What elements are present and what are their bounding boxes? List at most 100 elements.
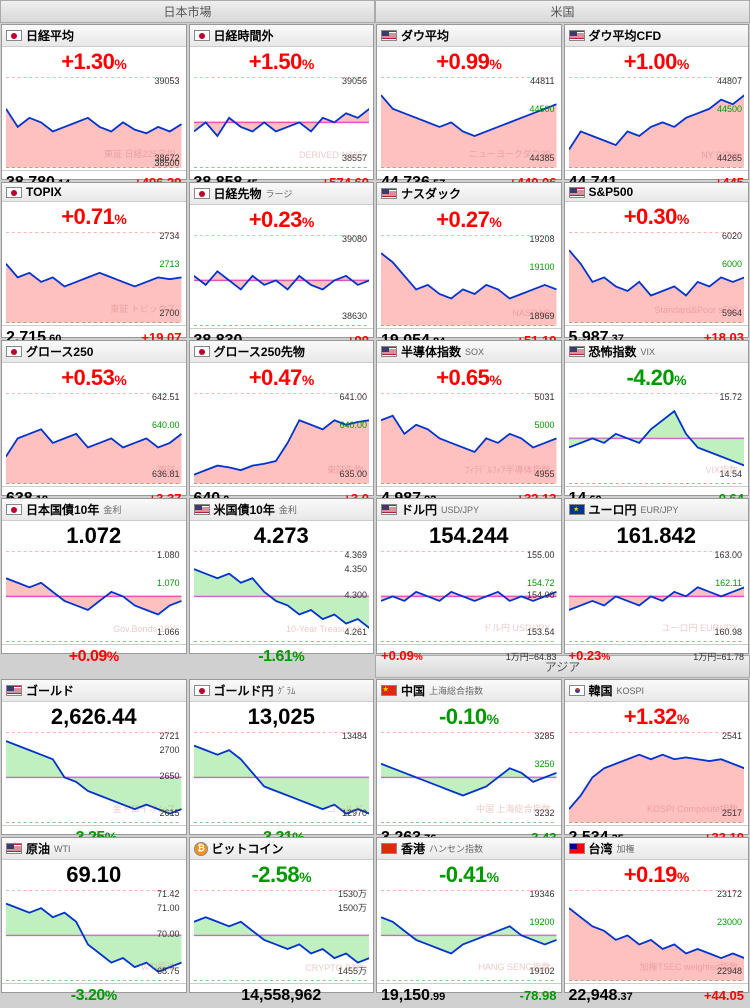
card-header: ビットコイン	[190, 838, 374, 860]
change-pct: +0.09%	[69, 648, 119, 666]
flag-us-icon	[381, 188, 397, 199]
sparkline-chart: 71.4271.0070.0068.75WTI原油	[6, 890, 182, 981]
sparkline-chart: 3905638557DERIVED N225	[194, 77, 370, 168]
sparkline-chart: 503150004955ﾌｨﾗﾃﾞﾙﾌｨｱ半導体指数	[381, 393, 557, 484]
market-card[interactable]: 台湾加権+0.19%231722300022948加権TSEC weighted…	[564, 837, 750, 993]
flag-cn-icon	[381, 685, 397, 696]
change-pct: +1.00%	[624, 49, 689, 74]
sparkline-chart: 192081910018969NASDAQ	[381, 235, 557, 326]
big-value: 13,025	[190, 702, 374, 730]
flag-jp-icon	[6, 30, 22, 41]
flag-us-icon	[381, 30, 397, 41]
card-subtitle: WTI	[54, 844, 71, 854]
market-card[interactable]: グロース250先物+0.47%641.00640.00635.00東証先物 64…	[189, 340, 375, 496]
sparkline-chart: 155.00154.72154.00153.54ドル円 USD/JPY	[381, 551, 557, 642]
price-row: -1.61%	[190, 644, 374, 669]
price-value: 19,150.99	[381, 987, 445, 1005]
sparkline-chart: 641.00640.00635.00東証先物	[194, 393, 370, 484]
fx-extra: 1万円=64.83	[506, 650, 557, 663]
card-subtitle: 上海総合指数	[429, 684, 483, 697]
market-card[interactable]: 半導体指数SOX+0.65%503150004955ﾌｨﾗﾃﾞﾙﾌｨｱ半導体指数…	[376, 340, 562, 496]
price-row: 22,948.37 +44.05	[565, 983, 749, 1008]
market-card[interactable]: 日経先物ラージ+0.23%3908038630 38,830 +90	[189, 182, 375, 338]
card-subtitle: ラージ	[266, 187, 293, 200]
change-pct: +0.23%	[249, 207, 314, 232]
change-pct: -0.10%	[439, 704, 499, 729]
card-header: ダウ平均	[377, 25, 561, 47]
market-card[interactable]: ダウ平均+0.99%448114450044385ニューヨークダウ30 44,7…	[376, 24, 562, 180]
sparkline-chart: 448114450044385ニューヨークダウ30	[381, 77, 557, 168]
market-card[interactable]: 米国債10年金利4.2734.3694.3504.3004.26110-Year…	[189, 498, 375, 654]
card-header: 香港ハンセン指数	[377, 838, 561, 860]
change-pct: +1.50%	[249, 49, 314, 74]
card-title: 日本国債10年	[26, 501, 99, 518]
card-header: ナスダック	[377, 183, 561, 205]
big-value: 4.273	[190, 521, 374, 549]
change-pct: +0.09%	[381, 648, 423, 663]
card-title: 中国	[401, 682, 425, 699]
card-title: S&P500	[589, 185, 634, 199]
card-header: TOPIX	[2, 183, 186, 202]
flag-us-icon	[569, 346, 585, 357]
card-title: ナスダック	[401, 185, 461, 202]
market-card[interactable]: 原油WTI69.1071.4271.0070.0068.75WTI原油 -3.2…	[1, 837, 187, 993]
card-header: ゴールド円ｸﾞﾗﾑ	[190, 680, 374, 702]
section-jp: 日本市場	[0, 0, 375, 23]
card-title: 日経時間外	[214, 27, 274, 44]
market-card[interactable]: 日経平均+1.30%390533867238500東証 日経225平均 38,7…	[1, 24, 187, 180]
market-card[interactable]: TOPIX+0.71%273427132700東証 トピックス 2,715.60…	[1, 182, 187, 338]
change-pct: +0.30%	[624, 204, 689, 229]
card-title: 原油	[26, 840, 50, 857]
price-value: 22,948.37	[569, 987, 633, 1005]
card-header: 台湾加権	[565, 838, 749, 860]
sparkline-chart: 2721270026502615金トロイオンス	[6, 732, 182, 823]
market-card[interactable]: 恐怖指数VIX-4.20%15.7214.54VIX指数 14.60 -0.64	[564, 340, 750, 496]
card-subtitle: EUR/JPY	[641, 505, 679, 515]
card-header: ドル円 USD/JPY	[377, 499, 561, 521]
market-card[interactable]: 韓国KOSPI+1.32%25412517KOSPI Composite指数 2…	[564, 679, 750, 835]
market-card[interactable]: ゴールド2,626.442721270026502615金トロイオンス -3.2…	[1, 679, 187, 835]
market-card[interactable]: 日経時間外+1.50%3905638557DERIVED N225 38,858…	[189, 24, 375, 180]
flag-jp-icon	[6, 504, 22, 515]
big-value: 161.842	[565, 521, 749, 549]
change-pct: +0.19%	[624, 862, 689, 887]
change-pct: -3.20%	[71, 987, 117, 1005]
market-card[interactable]: ユーロ円 EUR/JPY 161.842163.00162.11160.98ユーロ円…	[564, 498, 750, 654]
flag-jp-icon	[194, 346, 210, 357]
card-header: ゴールド	[2, 680, 186, 702]
market-card[interactable]: ゴールド円ｸﾞﾗﾑ13,0251348412970ゴールド -3.21%	[189, 679, 375, 835]
card-subtitle: ｸﾞﾗﾑ	[278, 684, 296, 697]
card-title: ユーロ円	[589, 501, 637, 518]
market-card[interactable]: ナスダック+0.27%192081910018969NASDAQ 19,054.…	[376, 182, 562, 338]
market-card[interactable]: 中国上海総合指数-0.10%328532503232中国 上海総合指数 3,26…	[376, 679, 562, 835]
price-delta: -78.98	[520, 988, 557, 1003]
sparkline-chart: 163.00162.11160.98ユーロ円 EUR/JPY	[569, 551, 745, 642]
market-card[interactable]: S&P500+0.30%602060005964Standard&Poor s5…	[564, 182, 750, 338]
flag-us-icon	[569, 187, 585, 198]
market-card[interactable]: ダウ平均CFD+1.00%448074450044265NY DOW 44,74…	[564, 24, 750, 180]
card-title: ドル円	[401, 501, 437, 518]
change-pct: +0.99%	[436, 49, 501, 74]
card-header: 原油 WTI	[2, 838, 186, 860]
card-header: 日経時間外	[190, 25, 374, 47]
change-pct: +0.47%	[249, 365, 314, 390]
flag-hk-icon	[381, 843, 397, 854]
flag-us-icon	[381, 346, 397, 357]
card-subtitle: USD/JPY	[441, 505, 479, 515]
flag-jp-icon	[194, 685, 210, 696]
change-pct: +0.27%	[436, 207, 501, 232]
market-card[interactable]: ドル円USD/JPY154.244155.00154.72154.00153.5…	[376, 498, 562, 654]
card-header: ユーロ円 EUR/JPY	[565, 499, 749, 521]
market-card[interactable]: 香港ハンセン指数-0.41%193461920019102HANG SENG指数…	[376, 837, 562, 993]
card-title: 米国債10年	[214, 501, 275, 518]
sparkline-chart: 642.51640.00636.81東証	[6, 393, 182, 484]
sparkline-chart: 193461920019102HANG SENG指数	[381, 890, 557, 981]
market-card[interactable]: ビットコイン-2.58%1530万1500万1455万CRYPTO BTC 14…	[189, 837, 375, 993]
flag-jp-icon	[194, 188, 210, 199]
market-card[interactable]: グロース250+0.53%642.51640.00636.81東証 638.18…	[1, 340, 187, 496]
big-value: 69.10	[2, 860, 186, 888]
flag-us-icon	[194, 504, 210, 515]
card-subtitle: 金利	[279, 503, 297, 516]
change-pct: +1.30%	[61, 49, 126, 74]
market-card[interactable]: 日本国債10年金利1.0721.0801.0701.066Gov.Bonds 1…	[1, 498, 187, 654]
